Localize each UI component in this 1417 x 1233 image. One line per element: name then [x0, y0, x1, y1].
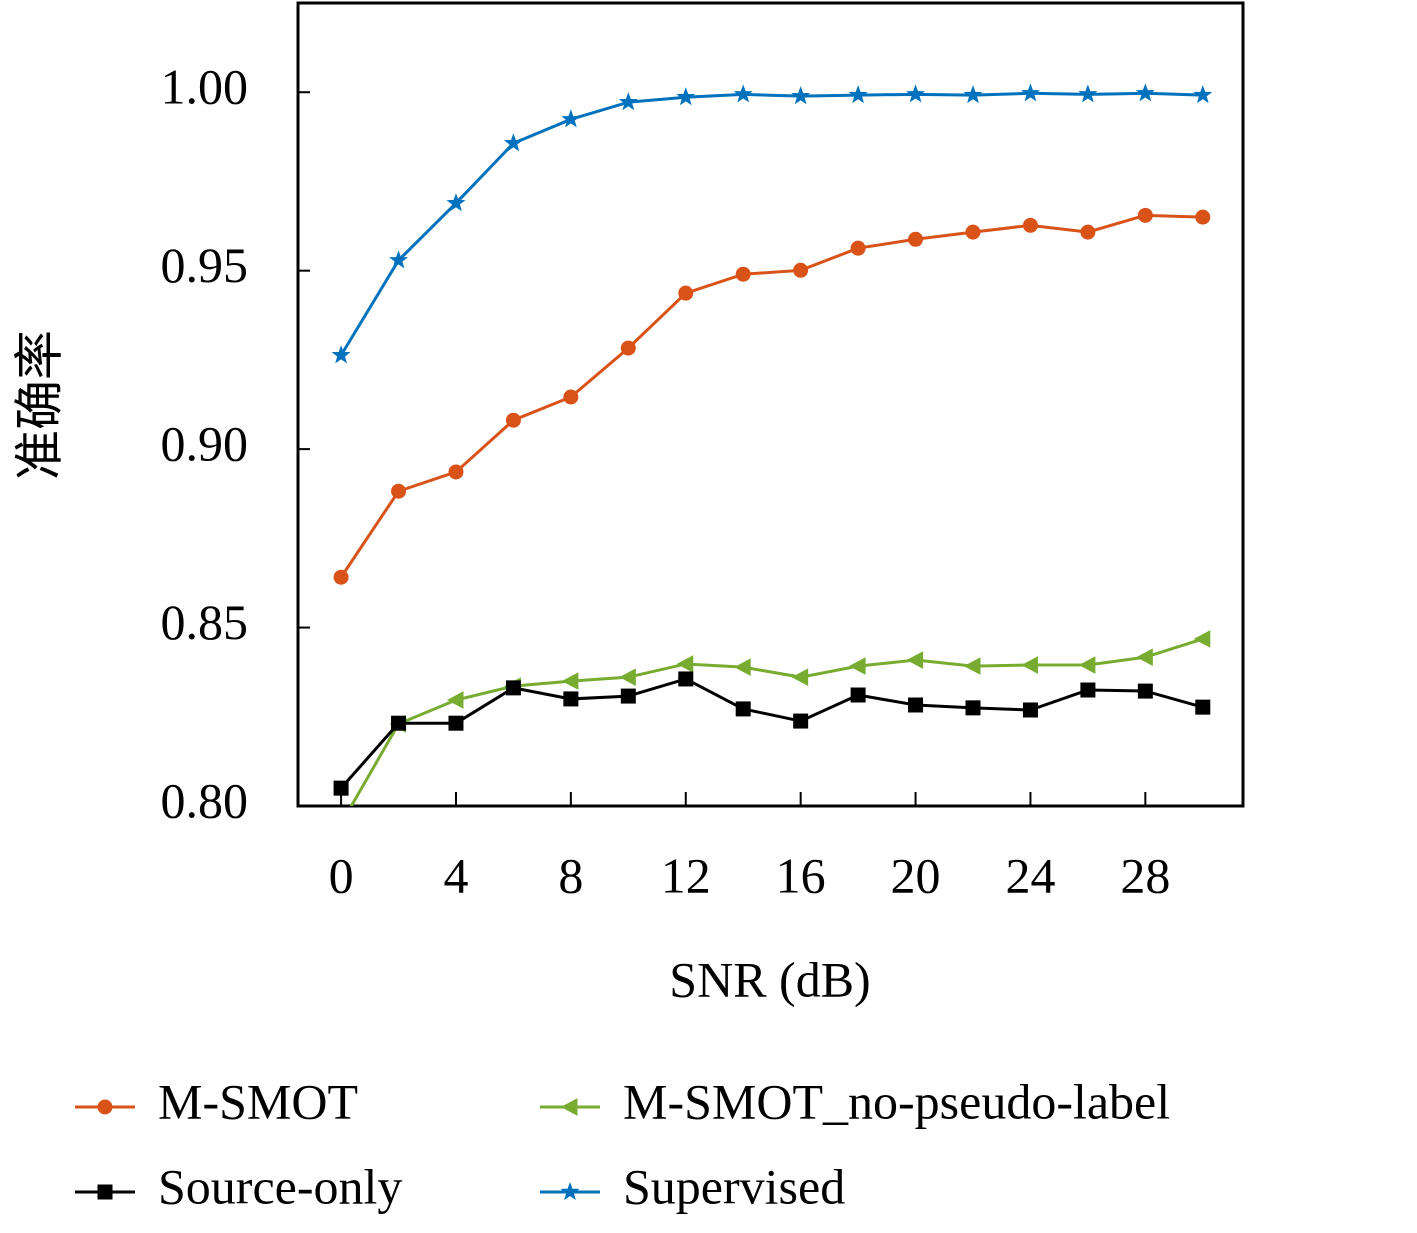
marker	[1080, 682, 1096, 698]
marker	[563, 389, 579, 405]
marker	[391, 715, 407, 731]
marker	[850, 240, 866, 256]
marker	[1137, 207, 1153, 223]
marker	[1137, 683, 1153, 699]
series-line	[349, 637, 1204, 806]
marker	[963, 85, 983, 104]
marker	[676, 87, 696, 106]
marker	[1021, 656, 1038, 674]
marker	[963, 657, 981, 675]
legend-label: Source-only	[158, 1158, 402, 1214]
marker	[965, 224, 981, 240]
marker	[1078, 84, 1098, 103]
legend-label: M-SMOT_no-pseudo-label	[623, 1073, 1170, 1129]
marker	[793, 713, 809, 729]
marker	[735, 701, 751, 717]
marker	[560, 1182, 580, 1201]
y-tick-label: 0.95	[161, 237, 249, 293]
marker	[791, 86, 811, 105]
marker	[1078, 656, 1096, 674]
marker	[733, 84, 753, 103]
x-tick-label: 28	[1120, 847, 1170, 903]
marker	[678, 285, 694, 301]
marker	[619, 668, 636, 686]
marker	[389, 250, 409, 269]
marker	[849, 657, 866, 675]
x-tick-label: 0	[329, 847, 354, 903]
x-tick-label: 16	[776, 847, 826, 903]
marker	[1135, 83, 1155, 102]
x-tick-label: 24	[1005, 847, 1055, 903]
marker	[331, 345, 351, 364]
marker	[97, 1184, 113, 1200]
marker	[1193, 85, 1213, 104]
marker	[505, 680, 521, 696]
marker	[908, 231, 924, 247]
marker	[1195, 699, 1211, 715]
marker	[563, 691, 579, 707]
marker	[908, 697, 924, 713]
marker	[1136, 648, 1153, 667]
marker	[678, 671, 694, 687]
y-tick-label: 0.90	[161, 416, 249, 472]
marker	[448, 715, 464, 731]
y-tick-label: 1.00	[161, 59, 249, 115]
marker	[97, 1099, 113, 1115]
x-tick-label: 4	[443, 847, 468, 903]
marker	[505, 412, 521, 428]
marker	[503, 133, 523, 152]
x-tick-label: 12	[661, 847, 711, 903]
marker	[333, 569, 349, 585]
marker	[1080, 224, 1096, 240]
marker	[446, 691, 464, 709]
marker	[560, 1098, 578, 1116]
marker	[734, 658, 751, 677]
marker	[676, 655, 694, 673]
marker	[965, 700, 981, 716]
marker	[848, 85, 868, 104]
marker	[333, 780, 349, 796]
series-line	[339, 677, 1204, 790]
marker	[333, 816, 348, 832]
legend-label: Supervised	[623, 1158, 845, 1214]
marker	[1022, 217, 1038, 233]
marker	[735, 266, 751, 282]
marker	[1195, 209, 1211, 225]
marker	[1022, 702, 1038, 718]
y-tick-label: 0.85	[161, 594, 249, 650]
marker	[906, 84, 926, 103]
x-tick-label: 8	[558, 847, 583, 903]
series-line	[339, 91, 1203, 357]
marker	[1020, 83, 1040, 102]
marker	[620, 340, 636, 356]
marker	[1193, 630, 1211, 648]
marker	[850, 687, 866, 703]
marker	[391, 483, 407, 499]
marker	[446, 193, 466, 212]
marker	[561, 109, 581, 128]
marker	[561, 672, 579, 690]
marker	[791, 668, 809, 686]
y-tick-label: 0.80	[161, 772, 249, 828]
marker	[906, 651, 924, 669]
series-line	[339, 213, 1203, 579]
marker	[620, 688, 636, 704]
x-axis-label: SNR (dB)	[669, 951, 870, 1007]
marker	[448, 464, 464, 480]
legend-label: M-SMOT	[158, 1073, 358, 1129]
plot-area	[331, 83, 1213, 832]
marker	[618, 92, 638, 111]
marker	[793, 262, 809, 278]
y-axis-label: 准确率	[11, 330, 67, 480]
x-tick-label: 20	[891, 847, 941, 903]
plot-frame	[296, 1, 1245, 808]
